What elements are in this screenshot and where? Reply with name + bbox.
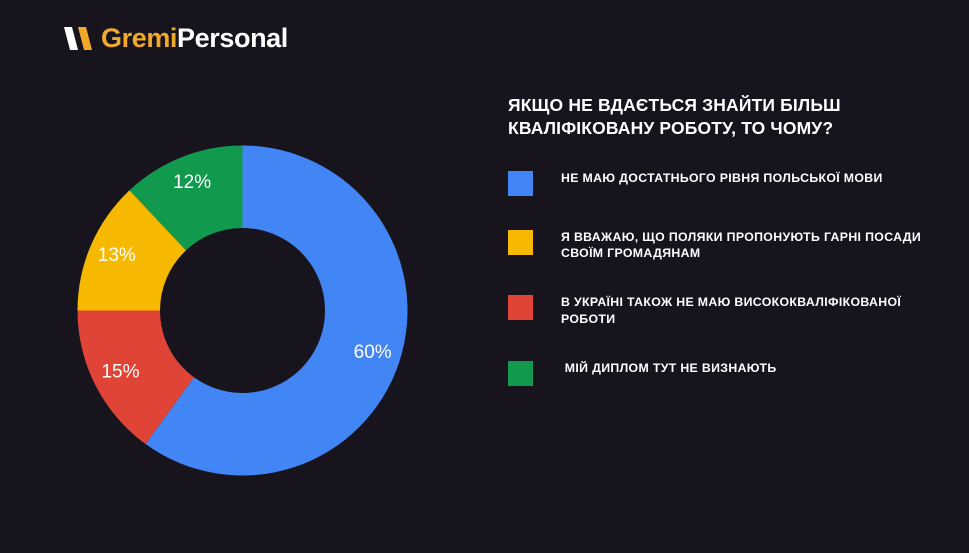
legend-label-2: В УКРАЇНІ ТАКОЖ НЕ МАЮ ВИСОКОКВАЛІФІКОВА…	[561, 295, 905, 326]
donut-label-1: 15%	[101, 362, 139, 383]
info-panel: ЯКЩО НЕ ВДАЄТЬСЯ ЗНАЙТИ БІЛЬШ КВАЛІФІКОВ…	[508, 94, 948, 386]
legend-swatch-yellow-icon	[508, 229, 533, 255]
donut-slice-0[interactable]	[145, 145, 408, 476]
donut-slice-2[interactable]	[77, 190, 187, 311]
donut-data-labels: 60% 15% 13% 12%	[98, 172, 392, 383]
donut-slice-1[interactable]	[77, 310, 195, 444]
donut-slice-3[interactable]	[129, 145, 243, 251]
legend-label-1: Я ВВАЖАЮ, ЩО ПОЛЯКИ ПРОПОНУЮТЬ ГАРНІ ПОС…	[561, 229, 925, 260]
donut-slices	[77, 145, 408, 476]
legend-swatch-red-icon	[508, 295, 533, 321]
donut-chart: 60% 15% 13% 12%	[60, 128, 425, 493]
brand-name-accent: Gremi	[101, 22, 178, 53]
brand-name-light: Personal	[177, 22, 288, 53]
brand-wordmark: GremiPersonal	[101, 22, 288, 53]
legend-item-3[interactable]: МІЙ ДИПЛОМ ТУТ НЕ ВИЗНАЮТЬ	[508, 360, 948, 386]
legend-item-1[interactable]: Я ВВАЖАЮ, ЩО ПОЛЯКИ ПРОПОНУЮТЬ ГАРНІ ПОС…	[508, 229, 948, 262]
gremi-slash-mark-icon	[64, 26, 92, 50]
legend-label-3: МІЙ ДИПЛОМ ТУТ НЕ ВИЗНАЮТЬ	[561, 360, 777, 375]
donut-chart-svg: 60% 15% 13% 12%	[77, 145, 408, 476]
chart-legend: НЕ МАЮ ДОСТАТНЬОГО РІВНЯ ПОЛЬСЬКОЇ МОВИ …	[508, 170, 948, 386]
legend-swatch-blue-icon	[508, 170, 533, 196]
legend-swatch-green-icon	[508, 360, 533, 386]
legend-item-0[interactable]: НЕ МАЮ ДОСТАТНЬОГО РІВНЯ ПОЛЬСЬКОЇ МОВИ	[508, 170, 948, 196]
donut-label-3: 12%	[173, 172, 211, 193]
donut-label-0: 60%	[354, 342, 392, 363]
legend-item-2[interactable]: В УКРАЇНІ ТАКОЖ НЕ МАЮ ВИСОКОКВАЛІФІКОВА…	[508, 294, 948, 327]
brand-logo: GremiPersonal	[62, 20, 288, 56]
donut-label-2: 13%	[98, 245, 136, 266]
chart-title: ЯКЩО НЕ ВДАЄТЬСЯ ЗНАЙТИ БІЛЬШ КВАЛІФІКОВ…	[508, 95, 841, 139]
legend-label-0: НЕ МАЮ ДОСТАТНЬОГО РІВНЯ ПОЛЬСЬКОЇ МОВИ	[561, 170, 883, 185]
